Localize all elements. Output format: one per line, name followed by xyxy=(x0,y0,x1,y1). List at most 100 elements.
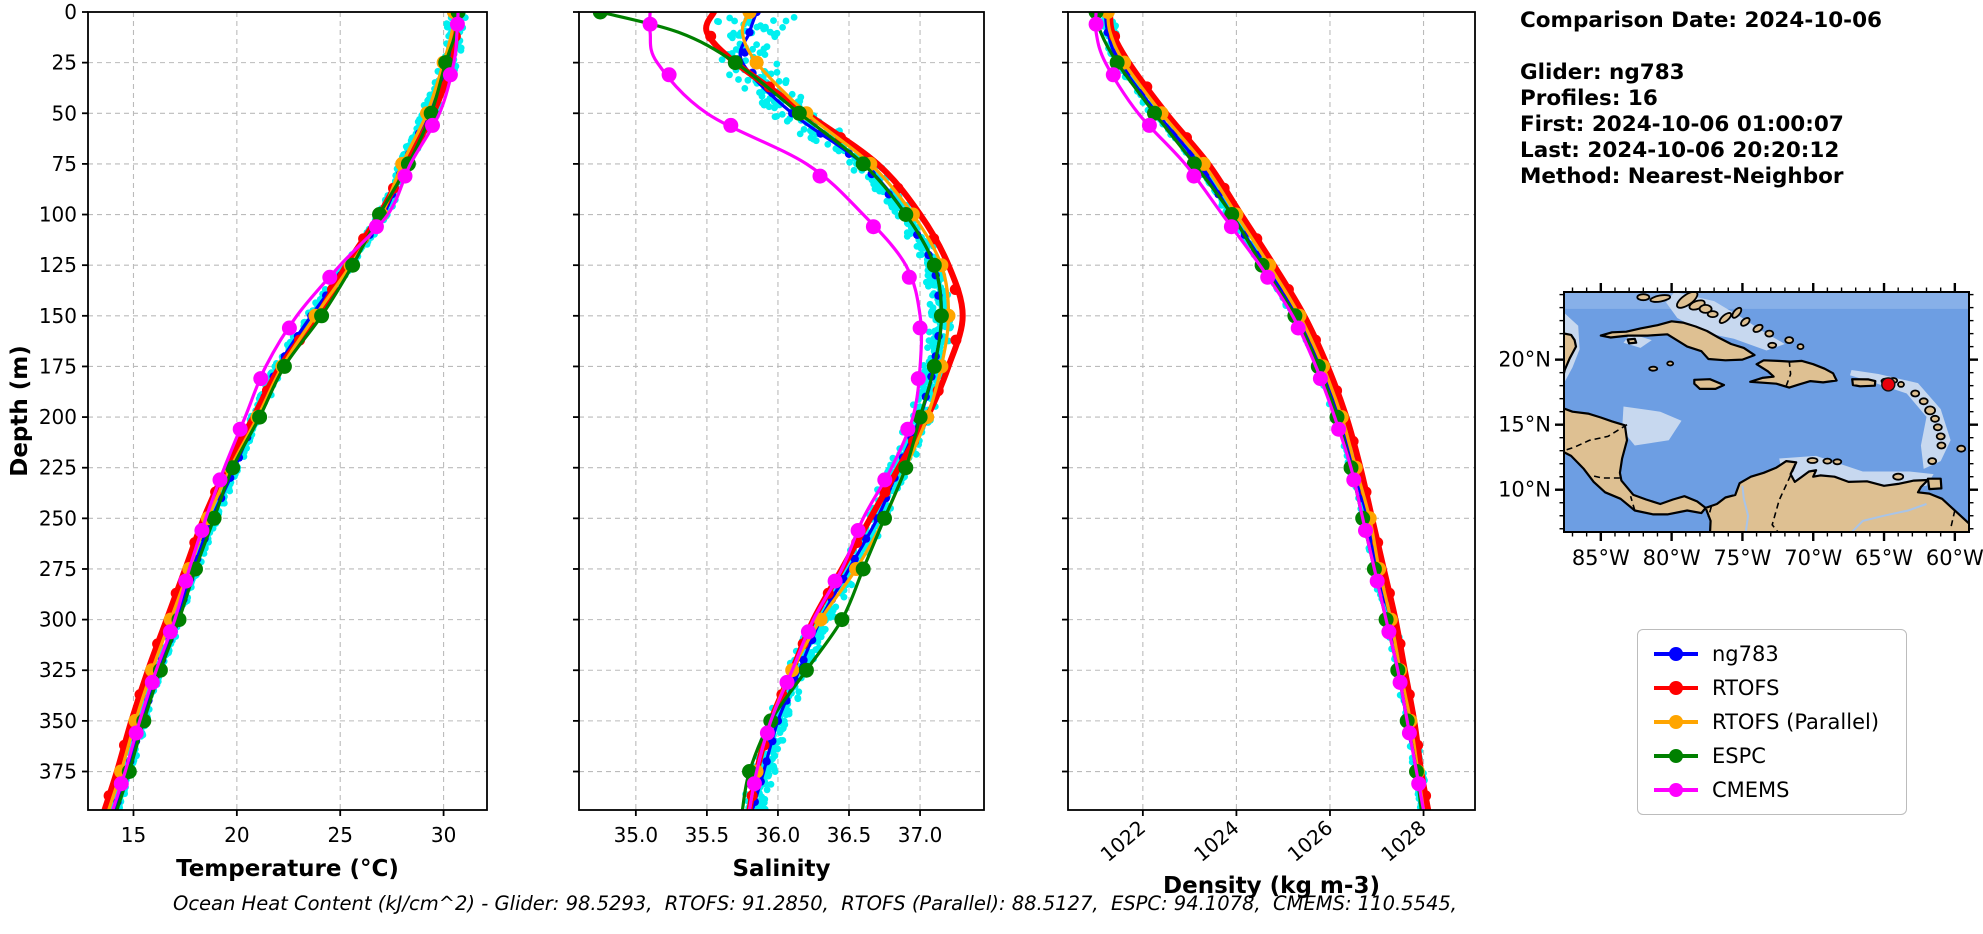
legend-label: RTOFS (Parallel) xyxy=(1712,710,1880,734)
density-axis-title: Density (kg m-3) xyxy=(1163,873,1380,899)
island xyxy=(1752,323,1764,333)
series-line-RTOFS xyxy=(101,12,460,810)
series-line-ESPC xyxy=(598,12,944,810)
ocean-heat-content-caption: Ocean Heat Content (kJ/cm^2) - Glider: 9… xyxy=(172,892,1458,915)
island xyxy=(1932,423,1943,432)
series-legend: ng783 RTOFS RTOFS (Parallel) ESPC CMEMS xyxy=(1637,629,1907,815)
map-lat-tick-label: 10°N xyxy=(1500,478,1551,502)
cuba xyxy=(1599,320,1756,362)
depth-tick-label: 375 xyxy=(39,760,77,784)
x-tick-label: 35.0 xyxy=(614,823,659,847)
legend-entry-ng783: ng783 xyxy=(1652,642,1882,666)
series-markers-RTOFS xyxy=(1109,30,1432,802)
island xyxy=(1706,310,1719,318)
legend-line-marker-swatch xyxy=(1654,715,1698,729)
series-markers-ESPC xyxy=(592,12,949,779)
island xyxy=(1764,329,1775,338)
info-spacer xyxy=(1520,34,1882,60)
island xyxy=(1767,341,1778,349)
series-line-ESPC xyxy=(1094,12,1423,810)
legend-entry-cmems: CMEMS xyxy=(1652,778,1882,802)
island xyxy=(1897,381,1905,388)
series-line-ESPC xyxy=(115,12,460,810)
map-small-islands xyxy=(1636,292,1967,481)
last-profile-time-text: Last: 2024-10-06 20:20:12 xyxy=(1520,138,1840,163)
first-profile-time-text: First: 2024-10-06 01:00:07 xyxy=(1520,112,1844,137)
method-text: Method: Nearest-Neighbor xyxy=(1520,164,1844,189)
island xyxy=(1648,365,1659,372)
legend-label: ng783 xyxy=(1712,642,1779,666)
island xyxy=(1636,293,1651,302)
depth-tick-label: 250 xyxy=(39,506,77,530)
temperature-panel: 15 20 25 3002550751001251501752002252502753… xyxy=(7,0,488,882)
x-tick-label: 25 xyxy=(327,823,352,847)
map-lat-tick-label: 20°N xyxy=(1500,348,1551,372)
depth-tick-label: 100 xyxy=(39,203,77,227)
salinity-axis-title: Salinity xyxy=(732,856,830,882)
island xyxy=(1649,294,1672,303)
trinidad xyxy=(1926,477,1943,491)
x-tick-label: 20 xyxy=(224,823,249,847)
puerto-rico xyxy=(1851,378,1877,388)
legend-entry-espc: ESPC xyxy=(1652,744,1882,768)
island xyxy=(1832,458,1843,466)
legend-label: RTOFS xyxy=(1712,676,1780,700)
map-lon-tick-label: 75°W xyxy=(1713,546,1771,570)
map-country-borders xyxy=(1564,360,1956,532)
island xyxy=(1806,457,1819,464)
legend-label: ESPC xyxy=(1712,744,1766,768)
glider-scatter-cloud xyxy=(107,12,469,810)
x-tick-label: 1028 xyxy=(1376,815,1430,866)
comparison-info-block: Comparison Date: 2024-10-06 Glider: ng78… xyxy=(1520,8,1882,190)
series-line-CMEMS xyxy=(111,12,460,810)
depth-tick-label: 225 xyxy=(39,456,77,480)
depth-tick-label: 75 xyxy=(52,152,77,176)
x-tick-label: 1026 xyxy=(1283,815,1337,866)
profiles-count-text: Profiles: 16 xyxy=(1520,86,1658,111)
map-atlantic-band xyxy=(1564,292,1969,309)
x-tick-label: 37.0 xyxy=(898,823,943,847)
island xyxy=(1718,312,1732,324)
yucatan-peninsula xyxy=(1564,332,1578,379)
island xyxy=(1935,432,1946,441)
panel-border xyxy=(87,11,488,811)
glider-location-marker xyxy=(1881,377,1896,392)
depth-tick-label: 50 xyxy=(52,101,77,125)
island xyxy=(1784,336,1795,344)
island xyxy=(1930,414,1940,423)
salinity-panel: 35.0 35.5 36.0 36.5 37.0 Salinity xyxy=(573,11,985,882)
island xyxy=(1927,457,1938,466)
x-tick-label: 15 xyxy=(121,823,146,847)
depth-tick-label: 350 xyxy=(39,709,77,733)
hispaniola xyxy=(1749,359,1838,389)
central-america xyxy=(1564,407,1707,516)
depth-tick-label: 175 xyxy=(39,354,77,378)
caribbean-location-map: 85°W 80°W 75°W 70°W 65°W 60°W 20°N 15°N 10°N xyxy=(1500,283,1983,570)
shallow-bank xyxy=(1622,406,1682,446)
island xyxy=(1666,360,1675,367)
island xyxy=(1822,457,1833,465)
island xyxy=(1731,306,1743,319)
island xyxy=(1892,472,1905,481)
depth-tick-label: 275 xyxy=(39,557,77,581)
panel-border xyxy=(1067,11,1476,811)
depth-tick-label: 150 xyxy=(39,304,77,328)
series-line-RTOFS (Parallel) xyxy=(107,12,456,810)
comparison-date-text: Comparison Date: 2024-10-06 xyxy=(1520,8,1883,33)
x-tick-label: 1024 xyxy=(1189,815,1243,866)
island xyxy=(1796,343,1805,350)
island xyxy=(1918,397,1929,406)
map-lon-tick-label: 60°W xyxy=(1926,546,1983,570)
series-markers-ESPC xyxy=(121,12,466,779)
series-markers-CMEMS xyxy=(1088,16,1427,792)
island xyxy=(1936,441,1947,450)
map-land xyxy=(1564,320,1969,532)
depth-tick-label: 125 xyxy=(39,253,77,277)
series-line-ng783 xyxy=(113,12,458,810)
temperature-axis-title: Temperature (°C) xyxy=(176,856,399,882)
series-line-CMEMS xyxy=(1093,12,1426,810)
legend-line-marker-swatch xyxy=(1654,783,1698,797)
legend-entry-rtofs-parallel-: RTOFS (Parallel) xyxy=(1652,710,1882,734)
legend-entry-rtofs: RTOFS xyxy=(1652,676,1882,700)
series-markers-ESPC xyxy=(1088,12,1424,779)
